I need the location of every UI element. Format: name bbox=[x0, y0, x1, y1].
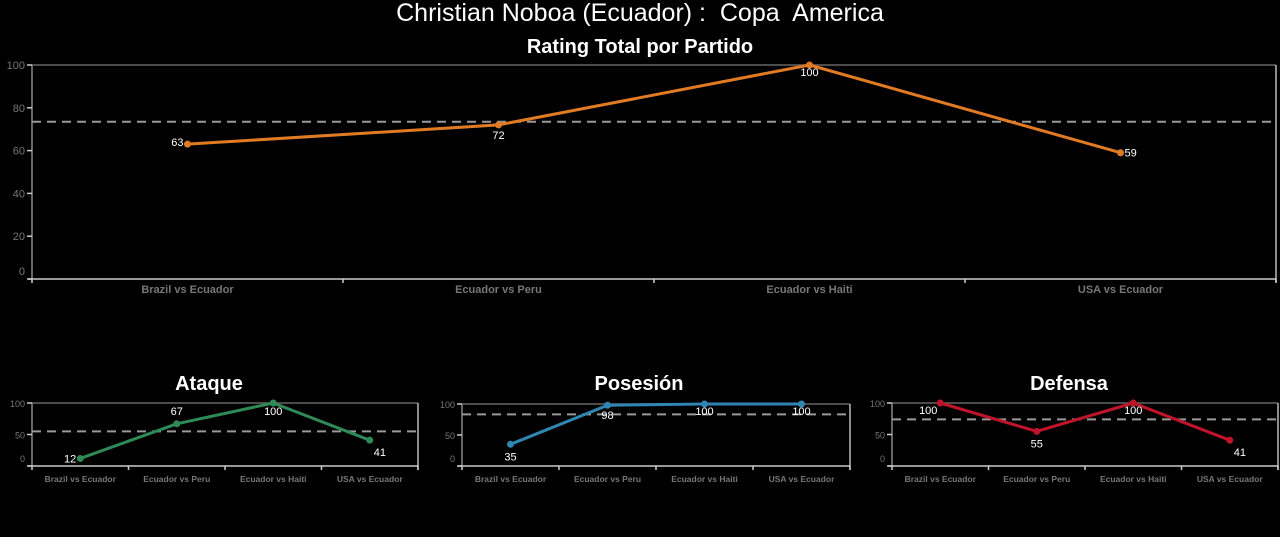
data-label: 72 bbox=[492, 130, 504, 142]
y-tick-label: 0 bbox=[880, 454, 885, 464]
y-tick-label: 50 bbox=[445, 431, 455, 441]
data-point bbox=[936, 399, 944, 407]
series-line bbox=[509, 402, 802, 446]
data-point bbox=[1033, 427, 1041, 435]
y-tick-label: 100 bbox=[440, 400, 455, 410]
series-line bbox=[939, 401, 1231, 442]
x-category-label: USA vs Ecuador bbox=[337, 474, 404, 484]
y-tick-label: 100 bbox=[870, 399, 885, 409]
data-point bbox=[173, 420, 181, 428]
x-category-label: Ecuador vs Haiti bbox=[766, 284, 852, 296]
x-category-label: USA vs Ecuador bbox=[769, 474, 836, 484]
data-label: 100 bbox=[792, 406, 810, 418]
data-point bbox=[1129, 399, 1137, 407]
data-point bbox=[76, 454, 84, 462]
y-tick-label: 20 bbox=[13, 231, 25, 243]
x-category-label: Brazil vs Ecuador bbox=[475, 474, 547, 484]
x-category-label: Ecuador vs Peru bbox=[455, 284, 542, 296]
data-point bbox=[269, 399, 277, 407]
x-category-label: Ecuador vs Peru bbox=[143, 474, 210, 484]
data-point bbox=[184, 140, 191, 148]
chart-title-ataque: Ataque bbox=[175, 373, 243, 395]
data-label: 98 bbox=[601, 410, 613, 422]
data-label: 41 bbox=[374, 447, 386, 459]
y-tick-label: 40 bbox=[13, 188, 25, 200]
x-category-label: Brazil vs Ecuador bbox=[141, 284, 234, 296]
x-category-label: Ecuador vs Peru bbox=[574, 474, 641, 484]
chart-title-total: Rating Total por Partido bbox=[526, 36, 754, 58]
data-label: 100 bbox=[264, 406, 282, 418]
x-category-label: Ecuador vs Peru bbox=[1003, 474, 1070, 484]
data-label: 12 bbox=[64, 453, 76, 465]
x-category-label: USA vs Ecuador bbox=[1078, 284, 1164, 296]
x-category-label: USA vs Ecuador bbox=[1197, 474, 1264, 484]
data-label: 100 bbox=[1124, 405, 1142, 417]
data-label: 35 bbox=[504, 451, 516, 463]
x-category-label: Ecuador vs Haiti bbox=[240, 474, 307, 484]
y-tick-label: 0 bbox=[450, 454, 455, 464]
data-point bbox=[507, 440, 514, 448]
y-tick-label: 80 bbox=[13, 103, 25, 115]
y-tick-label: 0 bbox=[19, 266, 25, 278]
data-point bbox=[1226, 436, 1234, 444]
x-category-label: Ecuador vs Haiti bbox=[1100, 474, 1167, 484]
series-line bbox=[187, 63, 1121, 155]
series-line bbox=[79, 401, 371, 460]
data-point bbox=[495, 121, 502, 129]
data-point bbox=[806, 61, 813, 69]
data-point bbox=[798, 400, 805, 408]
data-point bbox=[701, 400, 708, 408]
data-label: 100 bbox=[695, 406, 713, 418]
data-label: 55 bbox=[1031, 438, 1043, 450]
y-tick-label: 60 bbox=[13, 146, 25, 158]
data-label: 100 bbox=[919, 405, 937, 417]
data-label: 67 bbox=[171, 406, 183, 418]
chart-title-defensa: Defensa bbox=[1030, 373, 1108, 395]
chart-title-posesion: Posesión bbox=[594, 373, 684, 395]
y-tick-label: 50 bbox=[875, 431, 885, 441]
x-category-label: Ecuador vs Haiti bbox=[671, 474, 738, 484]
y-tick-label: 100 bbox=[7, 60, 25, 72]
data-label: 100 bbox=[800, 67, 818, 79]
data-point bbox=[366, 436, 374, 444]
data-point bbox=[1117, 149, 1124, 157]
data-label: 59 bbox=[1125, 148, 1137, 160]
x-category-label: Brazil vs Ecuador bbox=[45, 474, 117, 484]
page-title: Christian Noboa (Ecuador) : Copa America bbox=[396, 0, 884, 27]
y-tick-label: 50 bbox=[15, 431, 25, 441]
data-label: 63 bbox=[171, 137, 183, 149]
x-category-label: Brazil vs Ecuador bbox=[905, 474, 977, 484]
y-tick-label: 100 bbox=[10, 399, 25, 409]
data-label: 41 bbox=[1234, 447, 1246, 459]
y-tick-label: 0 bbox=[20, 454, 25, 464]
data-point bbox=[604, 401, 611, 409]
